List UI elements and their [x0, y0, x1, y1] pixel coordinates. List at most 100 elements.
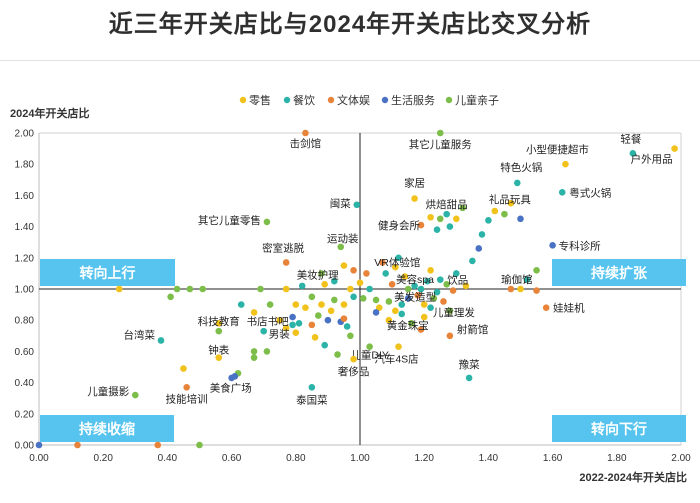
data-point	[385, 298, 393, 305]
data-point	[324, 316, 332, 324]
data-point	[475, 245, 483, 252]
x-tick-label: 1.40	[479, 453, 499, 464]
data-point	[517, 215, 524, 223]
data-label: 其它儿童零售	[198, 214, 261, 227]
data-point	[331, 296, 338, 304]
data-point	[385, 316, 393, 324]
data-point	[343, 323, 351, 330]
data-point	[263, 218, 271, 226]
data-label: 其它儿童服务	[409, 138, 472, 151]
data-label: 专科诊所	[559, 239, 601, 252]
data-point	[327, 307, 335, 315]
data-point	[311, 334, 319, 341]
data-label: 儿童摄影	[87, 385, 129, 398]
data-point	[167, 293, 174, 301]
data-point	[446, 332, 454, 340]
data-point	[356, 279, 364, 287]
data-label: 瑜伽馆	[501, 273, 533, 286]
data-label: 特色火锅	[500, 161, 542, 174]
data-label: 儿童理发	[433, 306, 475, 319]
data-point	[424, 277, 431, 285]
data-point	[459, 204, 467, 212]
data-point	[533, 287, 540, 294]
data-label: 粤式火锅	[569, 186, 611, 199]
data-point	[366, 285, 373, 293]
data-point	[282, 324, 290, 332]
data-point	[318, 301, 325, 308]
data-point	[337, 243, 345, 251]
data-label: 闽菜	[330, 197, 351, 210]
x-tick-label: 0.60	[222, 453, 242, 464]
data-label: 户外用品	[631, 153, 673, 166]
data-point	[501, 210, 508, 218]
data-point	[443, 210, 450, 218]
data-point	[401, 273, 409, 280]
data-point	[372, 309, 380, 316]
data-label: 美食广场	[210, 381, 252, 394]
data-point	[289, 313, 296, 321]
x-tick-label: 1.80	[607, 453, 627, 464]
data-point	[257, 285, 264, 293]
data-label: 黄金珠宝	[387, 319, 429, 332]
data-point	[266, 301, 274, 308]
data-point	[350, 355, 357, 363]
data-label: 美发造型	[394, 290, 436, 303]
legend-marker	[381, 96, 389, 104]
data-point	[417, 326, 425, 333]
x-tick-label: 0.40	[158, 453, 178, 464]
data-point	[507, 285, 515, 293]
legend-marker	[239, 96, 247, 104]
data-point	[372, 296, 380, 304]
quadrant-label-bottom-right: 转向下行	[591, 421, 647, 437]
data-point	[379, 259, 386, 266]
data-point	[491, 207, 499, 215]
data-point	[74, 441, 81, 449]
data-label: 健身会所	[378, 219, 420, 232]
data-point	[289, 321, 296, 329]
data-label: 小型便捷超市	[526, 143, 589, 156]
data-point	[302, 304, 309, 312]
data-label: 美容spa	[396, 273, 434, 286]
data-point	[302, 129, 309, 137]
data-point	[340, 262, 348, 269]
data-point	[340, 301, 348, 308]
data-point	[411, 282, 418, 290]
data-point	[132, 391, 139, 399]
data-point	[513, 179, 521, 187]
data-label: 钟表	[208, 344, 229, 357]
quadrant-badge-top-right	[552, 259, 686, 286]
quadrant-label-top-left: 转向上行	[80, 265, 136, 281]
data-point	[395, 343, 402, 351]
x-tick-label: 1.60	[543, 453, 563, 464]
data-point	[366, 343, 373, 351]
data-point	[263, 348, 271, 355]
quadrant-badge-bottom-left	[40, 415, 174, 442]
data-point	[350, 293, 357, 301]
quadrant-badge-bottom-right	[552, 415, 686, 442]
data-point	[250, 354, 258, 361]
data-point	[292, 329, 300, 336]
data-label: 运动装	[327, 232, 359, 245]
data-point	[440, 298, 447, 305]
data-point	[436, 276, 444, 283]
data-point	[308, 321, 316, 329]
data-label: 奢侈品	[338, 365, 370, 378]
data-point	[250, 348, 258, 355]
legend-label: 文体娱	[337, 93, 370, 107]
data-point	[629, 149, 637, 157]
data-point	[157, 337, 165, 344]
data-point	[533, 266, 540, 274]
data-point	[411, 195, 418, 202]
data-point	[414, 291, 422, 299]
title-divider	[0, 60, 700, 61]
data-point	[35, 441, 43, 449]
data-point	[478, 231, 486, 238]
data-point	[420, 313, 428, 321]
data-label: 儿童DIY	[350, 349, 389, 362]
y-tick-label: 1.60	[15, 191, 35, 202]
y-tick-label: 0.00	[15, 441, 35, 452]
data-point	[350, 266, 357, 274]
data-point	[340, 315, 348, 322]
x-tick-label: 0.80	[286, 453, 306, 464]
data-point	[420, 301, 428, 308]
